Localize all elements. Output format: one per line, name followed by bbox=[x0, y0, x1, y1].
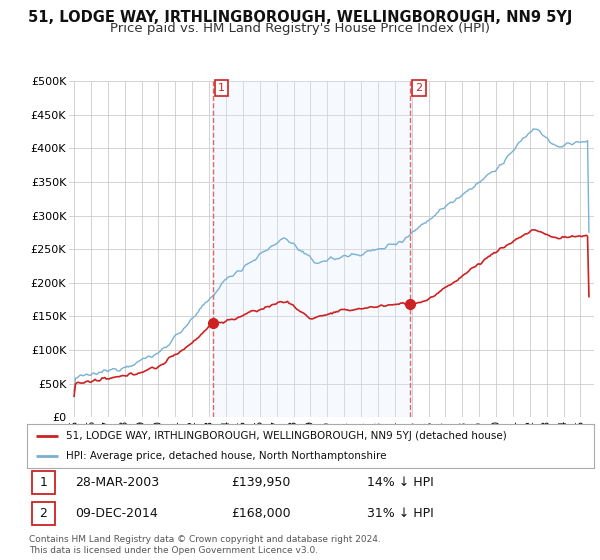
Text: 51, LODGE WAY, IRTHLINGBOROUGH, WELLINGBOROUGH, NN9 5YJ (detached house): 51, LODGE WAY, IRTHLINGBOROUGH, WELLINGB… bbox=[65, 431, 506, 441]
Text: 2: 2 bbox=[415, 83, 422, 93]
Text: Price paid vs. HM Land Registry's House Price Index (HPI): Price paid vs. HM Land Registry's House … bbox=[110, 22, 490, 35]
FancyBboxPatch shape bbox=[32, 472, 55, 494]
Text: 14% ↓ HPI: 14% ↓ HPI bbox=[367, 476, 434, 489]
Text: £168,000: £168,000 bbox=[231, 507, 291, 520]
Text: HPI: Average price, detached house, North Northamptonshire: HPI: Average price, detached house, Nort… bbox=[65, 451, 386, 461]
FancyBboxPatch shape bbox=[32, 502, 55, 525]
Bar bbox=[213, 81, 410, 417]
Text: 09-DEC-2014: 09-DEC-2014 bbox=[75, 507, 158, 520]
Text: 51, LODGE WAY, IRTHLINGBOROUGH, WELLINGBOROUGH, NN9 5YJ: 51, LODGE WAY, IRTHLINGBOROUGH, WELLINGB… bbox=[28, 10, 572, 25]
Text: Contains HM Land Registry data © Crown copyright and database right 2024.
This d: Contains HM Land Registry data © Crown c… bbox=[29, 535, 380, 555]
Text: 31% ↓ HPI: 31% ↓ HPI bbox=[367, 507, 434, 520]
Text: 1: 1 bbox=[218, 83, 225, 93]
Text: 2: 2 bbox=[40, 507, 47, 520]
Text: 28-MAR-2003: 28-MAR-2003 bbox=[75, 476, 160, 489]
Text: 1: 1 bbox=[40, 476, 47, 489]
Text: £139,950: £139,950 bbox=[231, 476, 290, 489]
